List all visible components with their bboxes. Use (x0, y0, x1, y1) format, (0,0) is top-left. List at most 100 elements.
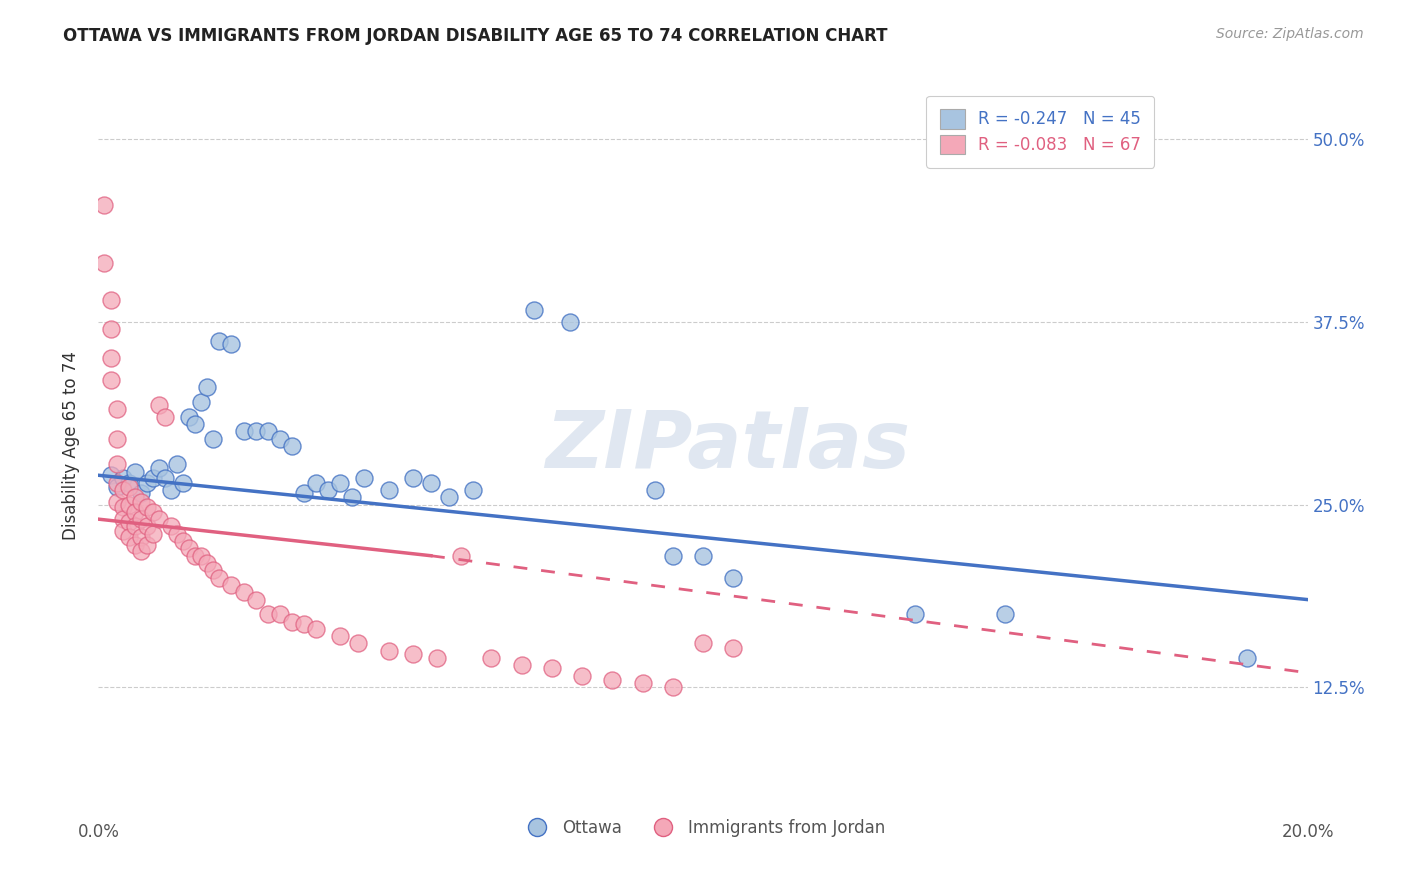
Point (129, 494, 152, 508)
Point (402, 647, 425, 661)
Point (692, 636, 714, 650)
Point (202, 432, 225, 446)
Point (510, 658, 533, 673)
Point (281, 439, 304, 453)
Point (118, 475, 141, 490)
Point (118, 498, 141, 512)
Point (111, 483, 134, 497)
Point (153, 409, 176, 424)
Point (437, 490, 460, 504)
Point (166, 526, 188, 541)
Point (292, 485, 315, 500)
Point (135, 475, 157, 490)
Point (195, 380, 218, 394)
Point (105, 475, 128, 490)
Point (661, 681, 683, 695)
Point (426, 651, 449, 665)
Point (105, 480, 128, 494)
Point (190, 549, 212, 563)
Point (420, 475, 443, 490)
Point (160, 483, 183, 497)
Point (124, 505, 146, 519)
Point (558, 315, 581, 329)
Point (172, 475, 194, 490)
Point (256, 425, 278, 439)
Point (450, 549, 472, 563)
Point (153, 471, 176, 485)
Point (723, 571, 745, 585)
Point (135, 500, 157, 515)
Point (93, 197, 115, 211)
Point (129, 544, 152, 558)
Point (160, 519, 183, 533)
Point (118, 530, 141, 544)
Point (100, 373, 122, 387)
Point (148, 461, 170, 475)
Point (571, 668, 593, 682)
Point (184, 549, 207, 563)
Point (142, 505, 165, 519)
Point (135, 519, 157, 533)
Point (232, 585, 254, 599)
Point (111, 524, 134, 538)
Legend: Ottawa, Immigrants from Jordan: Ottawa, Immigrants from Jordan (513, 813, 893, 844)
Point (124, 519, 146, 533)
Point (481, 651, 503, 665)
Point (100, 322, 122, 336)
Point (179, 541, 201, 556)
Point (904, 607, 927, 622)
Point (644, 483, 666, 497)
Point (692, 549, 714, 563)
Point (100, 293, 122, 307)
Point (105, 494, 128, 508)
Point (111, 500, 134, 515)
Point (124, 466, 146, 480)
Point (232, 425, 254, 439)
Point (221, 578, 243, 592)
Point (523, 302, 546, 317)
Point (269, 432, 291, 446)
Point (329, 475, 352, 490)
Point (994, 607, 1017, 622)
Point (208, 334, 231, 348)
Point (463, 483, 485, 497)
Point (129, 530, 152, 544)
Point (111, 512, 134, 526)
Point (195, 556, 218, 570)
Point (292, 617, 315, 632)
Point (1236, 651, 1258, 665)
Point (221, 336, 243, 351)
Point (111, 471, 134, 485)
Point (245, 425, 267, 439)
Point (540, 661, 562, 675)
Point (184, 417, 207, 431)
Point (256, 607, 278, 622)
Point (342, 490, 364, 504)
Point (281, 615, 304, 629)
Text: ZIPatlas: ZIPatlas (544, 407, 910, 485)
Point (208, 571, 231, 585)
Point (723, 640, 745, 655)
Point (118, 480, 141, 494)
Point (179, 409, 201, 424)
Point (316, 483, 339, 497)
Point (347, 636, 370, 650)
Point (105, 432, 128, 446)
Point (166, 457, 188, 471)
Point (202, 563, 225, 577)
Point (305, 475, 328, 490)
Point (148, 398, 170, 412)
Point (661, 549, 683, 563)
Point (305, 622, 328, 636)
Point (190, 395, 212, 409)
Point (142, 526, 165, 541)
Point (631, 676, 654, 690)
Point (402, 471, 425, 485)
Y-axis label: Disability Age 65 to 74: Disability Age 65 to 74 (62, 351, 80, 541)
Point (129, 512, 152, 526)
Point (100, 468, 122, 483)
Point (135, 539, 157, 553)
Point (329, 629, 352, 643)
Point (148, 512, 170, 526)
Point (269, 607, 291, 622)
